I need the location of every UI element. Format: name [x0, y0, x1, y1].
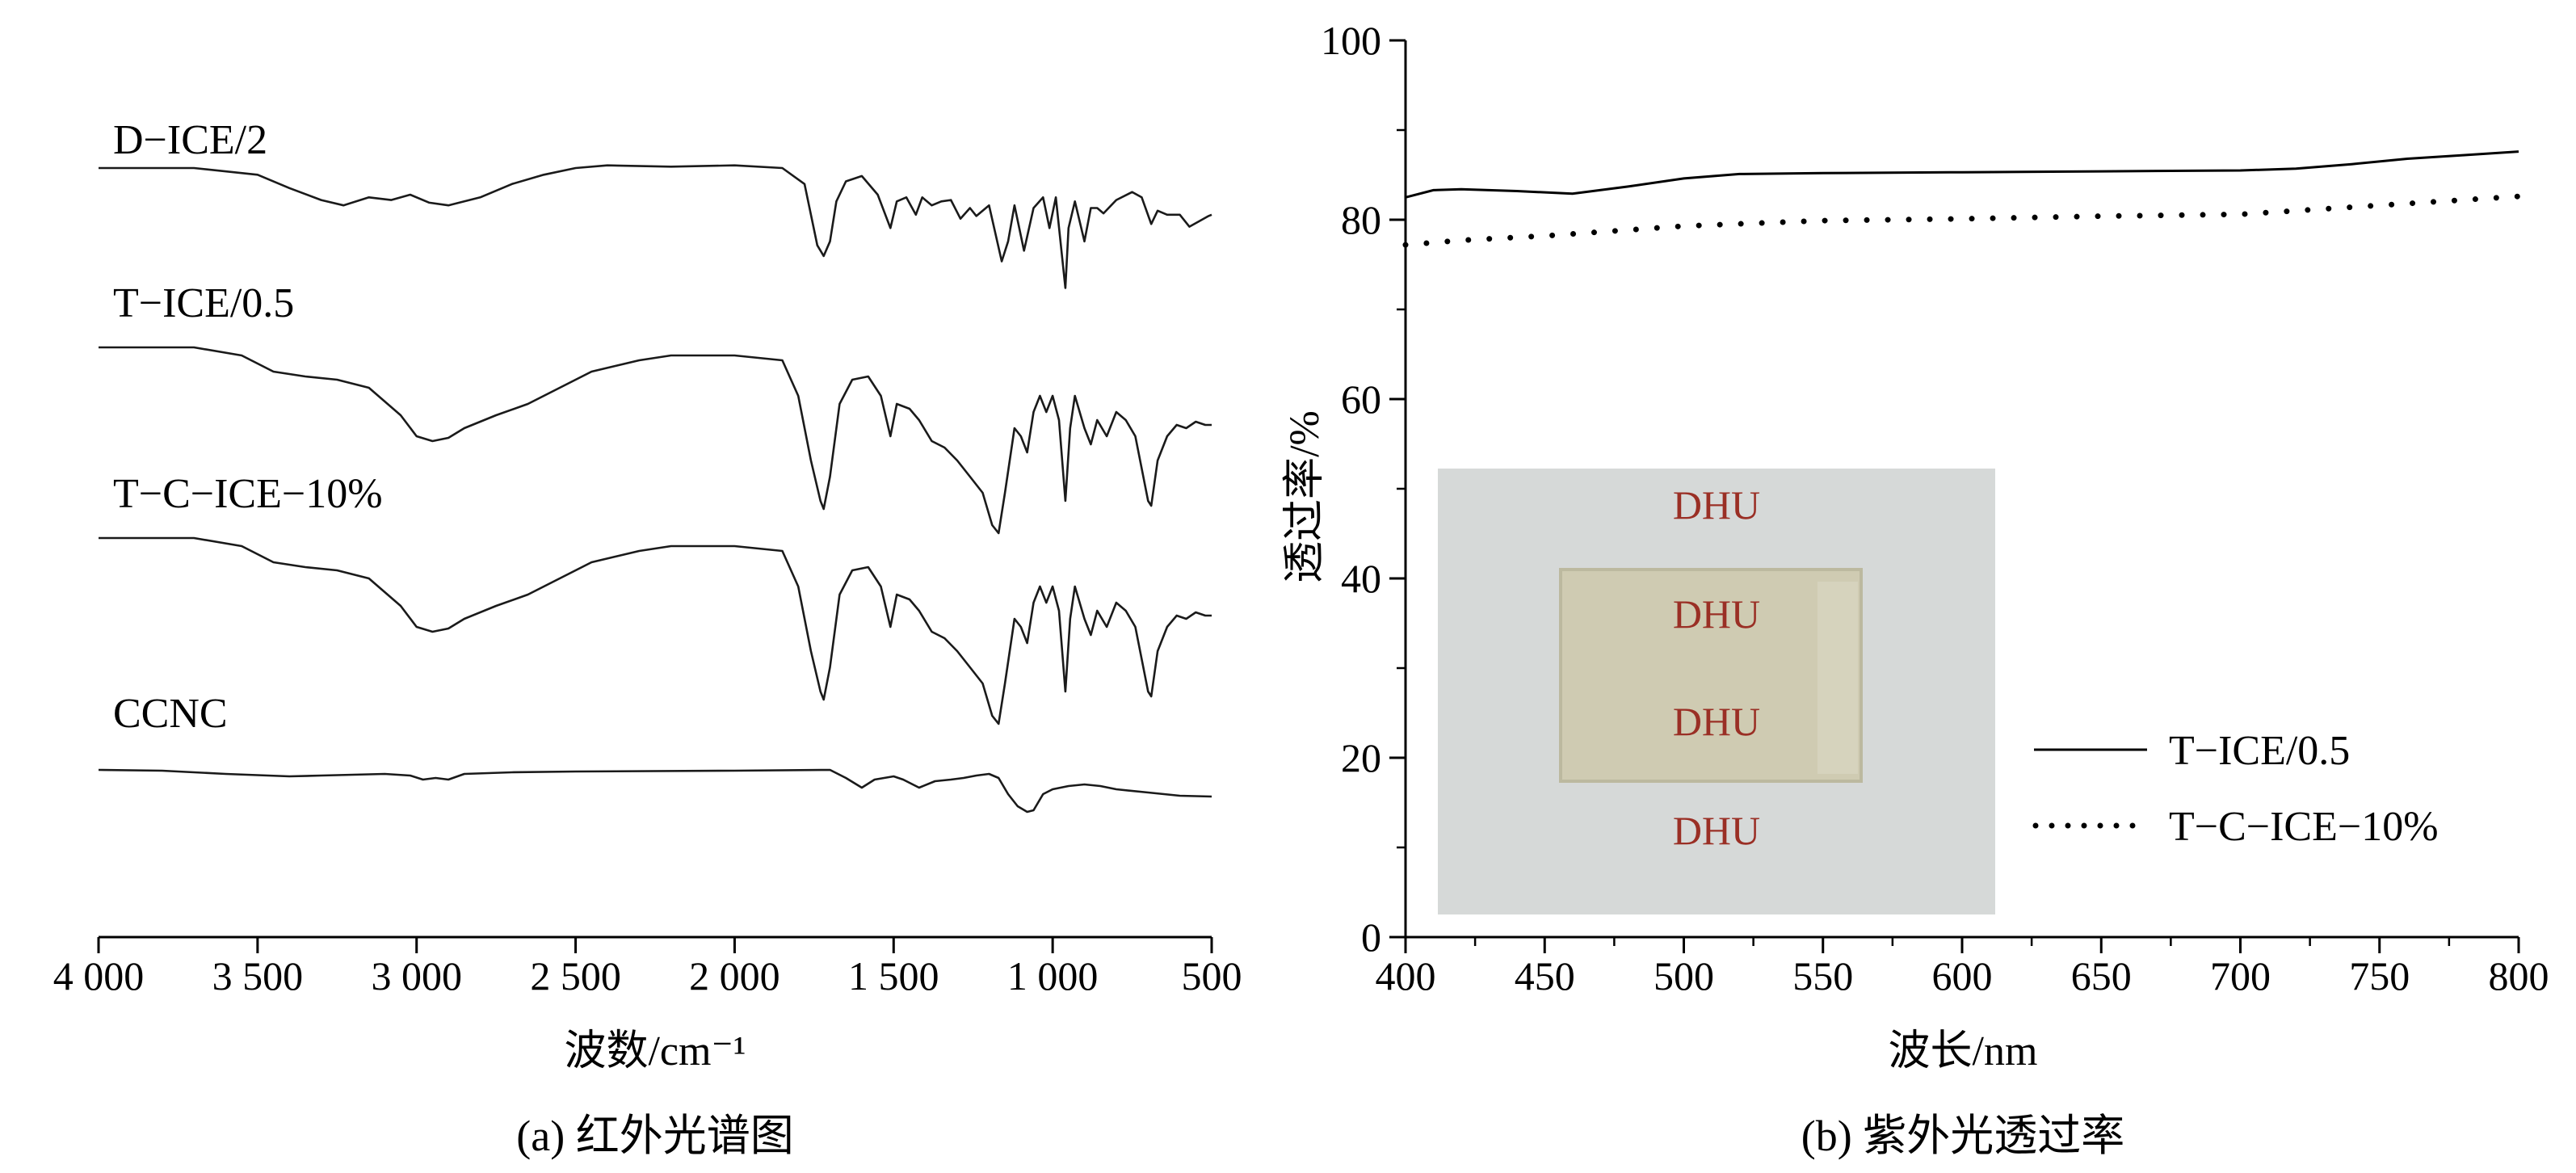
uv-x-tick-label-5: 650 [2071, 953, 2132, 999]
uv-x-ticks: 400 450 500 550 600 650 700 750 800 [1376, 937, 2549, 999]
ftir-series-label-2: T−C−ICE−10% [113, 471, 383, 517]
uv-y-tick-label-5: 100 [1321, 18, 1381, 63]
legend-label-t-c-ice: T−C−ICE−10% [2169, 804, 2439, 850]
ftir-x-ticks: 4 000 3 500 3 000 2 500 2 000 1 500 1 000 500 [53, 937, 1242, 999]
inset-photo-label-3: DHU [1673, 808, 1760, 853]
uv-series-line-0 [1405, 150, 2519, 199]
ftir-spectrum-0 [99, 164, 1212, 289]
inset-photo-label-2: DHU [1673, 699, 1760, 744]
ftir-x-tick-label-6: 1 000 [1007, 953, 1099, 999]
uv-legend: T−ICE/0.5 T−C−ICE−10% [2032, 728, 2439, 850]
inset-photo-labels: DHU DHU DHU DHU [1673, 482, 1760, 853]
uv-y-tick-label-4: 80 [1341, 197, 1381, 242]
ftir-x-tick-label-3: 2 500 [530, 953, 621, 999]
uv-y-ticks: 0 20 40 60 80 100 [1321, 18, 1406, 960]
ftir-series-label-3: CCNC [113, 691, 228, 737]
inset-photo-film-edge [1817, 582, 1858, 774]
ftir-x-tick-label-2: 3 000 [371, 953, 462, 999]
ftir-spectrum-1 [99, 346, 1212, 535]
ftir-x-tick-label-0: 4 000 [53, 953, 145, 999]
inset-photo-label-1: DHU [1673, 591, 1760, 637]
uv-x-tick-label-3: 550 [1792, 953, 1853, 999]
ftir-series-label-0: D−ICE/2 [113, 117, 267, 163]
uv-y-tick-label-1: 20 [1341, 735, 1381, 780]
uv-series-group [1402, 150, 2522, 248]
ftir-x-tick-label-1: 3 500 [212, 953, 304, 999]
inset-photo-film [1559, 568, 1863, 783]
panel-a-ftir-chart: D−ICE/2 T−ICE/0.5 T−C−ICE−10% CCNC 4 000 3 5… [53, 117, 1242, 1160]
ftir-spectra-group [98, 164, 1212, 814]
legend-label-t-ice: T−ICE/0.5 [2169, 728, 2350, 774]
uv-y-tick-label-0: 0 [1361, 914, 1381, 960]
ftir-x-tick-label-4: 2 000 [689, 953, 780, 999]
ftir-x-tick-label-7: 500 [1182, 953, 1242, 999]
ftir-x-axis-label: 波数/cm⁻¹ [564, 1028, 746, 1074]
uv-y-axis-label: 透过率/% [1282, 410, 1328, 583]
ftir-series-labels: D−ICE/2 T−ICE/0.5 T−C−ICE−10% CCNC [113, 117, 383, 737]
ftir-spectrum-3 [98, 768, 1212, 814]
uv-y-tick-label-3: 60 [1341, 376, 1381, 422]
uv-x-tick-label-1: 450 [1515, 953, 1575, 999]
inset-photo-label-0: DHU [1673, 482, 1760, 528]
uv-x-tick-label-0: 400 [1376, 953, 1436, 999]
uv-x-axis-label: 波长/nm [1889, 1028, 2038, 1074]
ftir-x-tick-label-5: 1 500 [848, 953, 939, 999]
uv-x-tick-label-6: 700 [2210, 953, 2271, 999]
ftir-spectrum-2 [99, 536, 1212, 725]
uv-x-tick-label-8: 800 [2489, 953, 2549, 999]
uv-x-tick-label-7: 750 [2349, 953, 2410, 999]
uv-x-tick-label-2: 500 [1654, 953, 1714, 999]
ftir-caption: (a) 红外光谱图 [516, 1112, 793, 1160]
ftir-series-label-1: T−ICE/0.5 [113, 280, 294, 326]
uv-y-tick-label-2: 40 [1341, 556, 1381, 601]
uv-x-tick-label-4: 600 [1932, 953, 1993, 999]
uv-caption: (b) 紫外光透过率 [1801, 1112, 2124, 1160]
uv-series-line-1 [1402, 193, 2522, 248]
